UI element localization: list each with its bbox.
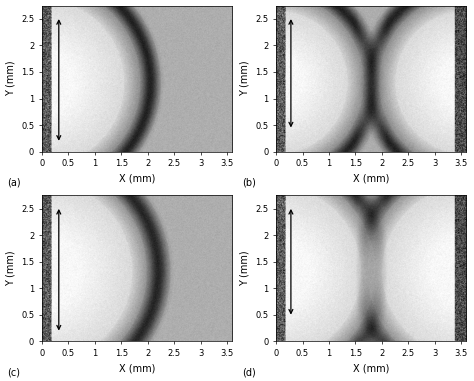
- Y-axis label: Y (mm): Y (mm): [6, 61, 16, 96]
- X-axis label: X (mm): X (mm): [119, 363, 155, 374]
- X-axis label: X (mm): X (mm): [119, 174, 155, 184]
- Y-axis label: Y (mm): Y (mm): [240, 251, 250, 286]
- Text: (c): (c): [8, 368, 20, 378]
- Text: (b): (b): [242, 178, 255, 188]
- Text: (a): (a): [8, 178, 21, 188]
- X-axis label: X (mm): X (mm): [353, 363, 390, 374]
- Y-axis label: Y (mm): Y (mm): [240, 61, 250, 96]
- X-axis label: X (mm): X (mm): [353, 174, 390, 184]
- Y-axis label: Y (mm): Y (mm): [6, 251, 16, 286]
- Text: (d): (d): [242, 368, 255, 378]
